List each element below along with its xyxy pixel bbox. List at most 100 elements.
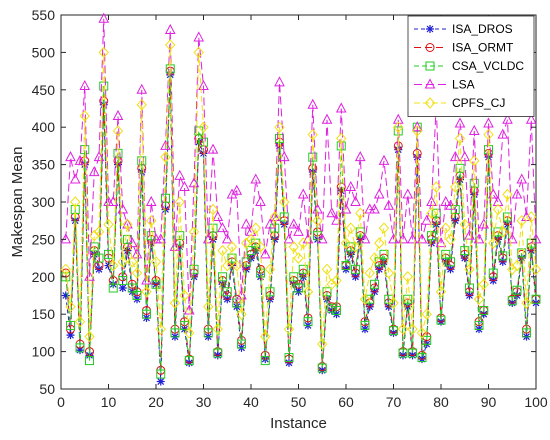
series-line bbox=[65, 44, 537, 345]
data-point bbox=[336, 132, 347, 145]
data-point bbox=[245, 225, 257, 236]
data-point bbox=[184, 327, 195, 339]
data-point bbox=[336, 182, 346, 192]
data-point bbox=[497, 226, 508, 238]
data-point bbox=[160, 139, 171, 150]
data-point bbox=[511, 188, 523, 199]
data-point bbox=[369, 203, 380, 214]
data-point bbox=[421, 214, 433, 225]
data-point bbox=[141, 286, 152, 298]
data-point bbox=[307, 98, 319, 109]
data-point bbox=[294, 283, 303, 293]
data-point bbox=[74, 315, 86, 328]
data-point bbox=[417, 353, 427, 363]
data-point bbox=[227, 253, 237, 263]
data-point bbox=[207, 203, 219, 216]
data-point bbox=[440, 195, 452, 206]
data-point bbox=[340, 203, 352, 214]
data-point bbox=[245, 233, 257, 246]
data-point bbox=[397, 323, 409, 335]
y-tick-label: 450 bbox=[32, 82, 56, 98]
y-tick-label: 400 bbox=[32, 119, 56, 135]
data-point bbox=[241, 257, 251, 267]
data-point bbox=[246, 246, 256, 256]
data-point bbox=[374, 237, 385, 249]
data-point bbox=[502, 188, 513, 201]
data-point bbox=[416, 327, 428, 339]
data-point bbox=[345, 222, 356, 234]
data-point bbox=[369, 252, 380, 264]
data-point bbox=[492, 203, 504, 216]
data-point bbox=[293, 252, 304, 264]
data-point bbox=[259, 248, 271, 259]
data-point bbox=[283, 323, 295, 335]
data-point bbox=[161, 193, 170, 203]
x-tick-label: 40 bbox=[243, 394, 259, 410]
data-point bbox=[507, 263, 518, 276]
data-point bbox=[383, 199, 395, 210]
data-point bbox=[155, 323, 166, 335]
data-point bbox=[388, 233, 399, 244]
data-point bbox=[351, 264, 360, 274]
data-point bbox=[231, 184, 243, 195]
data-point bbox=[212, 323, 223, 335]
data-point bbox=[312, 214, 323, 227]
data-point bbox=[507, 296, 517, 306]
data-point bbox=[213, 348, 223, 358]
series-csa-vcldc bbox=[61, 64, 541, 379]
x-tick-label: 10 bbox=[101, 394, 117, 410]
data-point bbox=[483, 117, 494, 128]
data-point bbox=[61, 291, 70, 300]
data-point bbox=[468, 124, 480, 135]
data-point bbox=[222, 287, 232, 297]
data-point bbox=[269, 210, 281, 221]
data-point bbox=[459, 151, 471, 162]
legend-marker bbox=[425, 43, 435, 52]
data-point bbox=[378, 154, 390, 165]
data-point bbox=[222, 259, 233, 272]
data-point bbox=[199, 137, 208, 147]
data-point bbox=[76, 346, 84, 355]
x-axis-label: Instance bbox=[270, 415, 327, 432]
data-point bbox=[455, 171, 465, 181]
data-point bbox=[283, 233, 295, 244]
data-point bbox=[492, 195, 504, 206]
data-point bbox=[193, 46, 204, 59]
data-point bbox=[378, 222, 390, 234]
data-point bbox=[131, 267, 143, 279]
data-point bbox=[498, 251, 508, 261]
data-point bbox=[132, 291, 142, 300]
data-point bbox=[511, 259, 523, 272]
data-point bbox=[255, 195, 266, 206]
data-point bbox=[530, 263, 542, 276]
data-point bbox=[446, 257, 455, 267]
data-point bbox=[274, 121, 285, 133]
data-point bbox=[488, 268, 498, 278]
data-point bbox=[522, 328, 531, 338]
data-point bbox=[118, 284, 127, 293]
data-point bbox=[469, 155, 480, 167]
data-point bbox=[479, 305, 489, 315]
data-point bbox=[460, 246, 470, 256]
data-point bbox=[179, 180, 190, 192]
data-point bbox=[426, 195, 437, 206]
x-tick-label: 60 bbox=[338, 394, 354, 410]
data-point bbox=[422, 335, 432, 345]
data-point bbox=[450, 181, 461, 193]
data-point bbox=[359, 233, 371, 244]
legend-label: ISA_ORMT bbox=[452, 41, 514, 55]
data-point bbox=[89, 229, 100, 242]
data-point bbox=[108, 283, 118, 293]
data-point bbox=[373, 188, 385, 199]
data-point bbox=[288, 218, 300, 229]
data-point bbox=[70, 196, 81, 208]
data-point bbox=[502, 113, 513, 124]
data-point bbox=[383, 267, 394, 279]
data-point bbox=[450, 212, 460, 222]
data-point bbox=[469, 178, 479, 188]
data-point bbox=[240, 218, 252, 229]
data-point bbox=[103, 218, 114, 231]
data-point bbox=[198, 79, 209, 91]
data-point bbox=[340, 237, 352, 249]
data-point bbox=[454, 132, 466, 145]
